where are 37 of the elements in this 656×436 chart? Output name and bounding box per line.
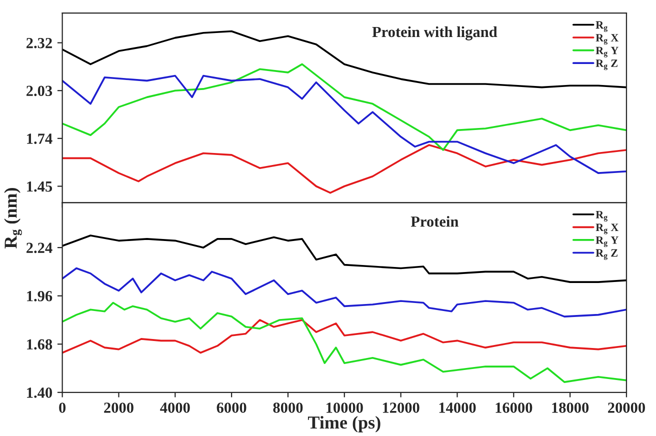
line-series [62,319,626,354]
legend-label: R$_{g}$ Z [596,60,618,70]
y-axis-title: R$_{g}$ (nm) [4,188,22,248]
x-tick-label: 4000 [160,402,190,413]
y-tick-label: 2.24 [26,242,52,254]
x-tick-label: 20000 [608,402,645,413]
line-series [62,144,626,194]
text: Protein with ligand [372,26,498,40]
line-series [62,74,626,174]
y-tick-label: 1.96 [27,291,52,302]
legend-label: R$_{g}$ [596,21,608,32]
x-tick-label: 14000 [439,402,476,413]
x-axis-title: Time (ps) [308,416,380,432]
x-tick-label: 2000 [104,402,134,413]
legend-label: R$_{g}$ [596,210,608,222]
x-tick-label: 8000 [273,402,303,413]
line-series [62,267,626,318]
y-tick-label: 1.45 [27,181,52,192]
y-tick-label: 2.32 [26,38,52,48]
x-tick-label: 6000 [216,402,246,413]
x-tick-label: 16000 [496,402,532,413]
legend-label: R$_{g}$ X [596,34,619,45]
text: Protein [410,216,458,227]
legend-label: R$_{g}$ Y [596,46,618,58]
legend-label: R$_{g}$ X [596,224,619,234]
legend-label: R$_{g}$ Y [596,236,618,248]
legend-label: R$_{g}$ Z [596,249,618,260]
x-tick-label: 10000 [326,402,363,413]
x-tick-label: 18000 [552,402,589,413]
y-tick-label: 2.03 [26,86,52,96]
y-tick-label: 1.68 [27,339,52,350]
y-tick-label: 1.40 [27,388,52,398]
x-tick-label: 12000 [382,402,420,413]
x-tick-label: 0 [59,402,66,413]
line-series [62,302,626,383]
line-series [62,234,626,283]
y-tick-label: 1.74 [27,134,52,144]
